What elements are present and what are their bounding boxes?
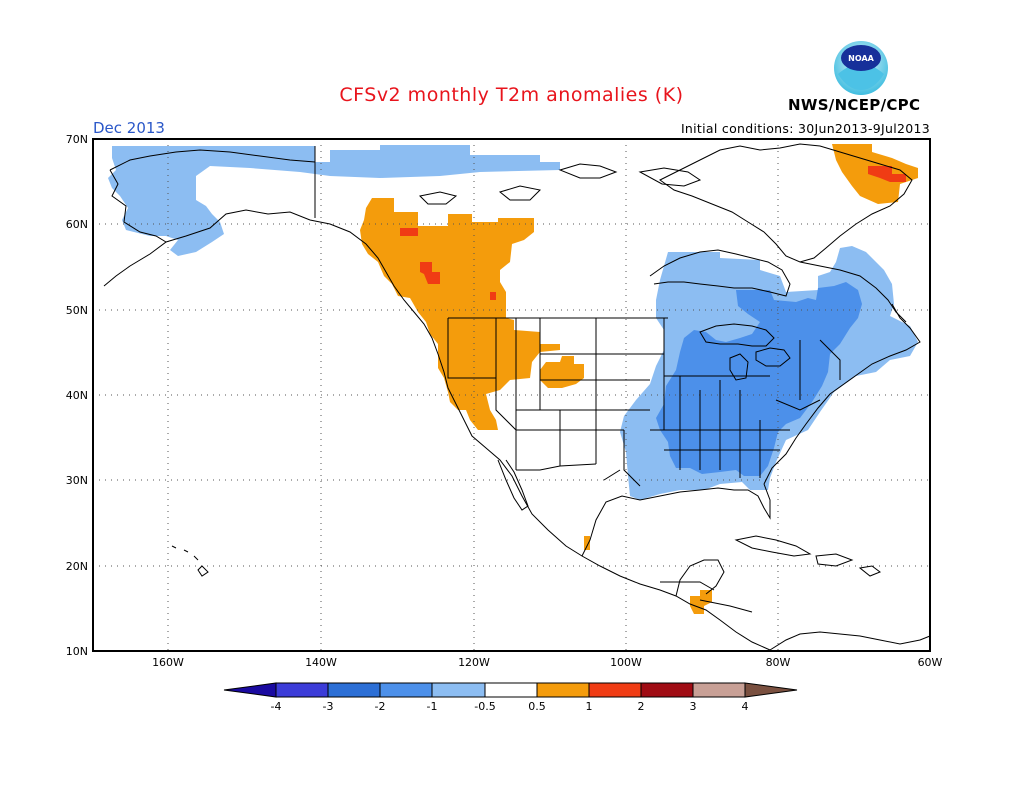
lon-label-60w: 60W [918, 656, 943, 669]
lat-label-60n: 60N [66, 218, 88, 231]
colorbar-label: -0.5 [474, 700, 495, 713]
anomaly-region-mexico-warm [584, 536, 590, 550]
colorbar-swatch-2-3 [640, 682, 694, 698]
colorbar-label: -3 [323, 700, 334, 713]
graticule [93, 139, 930, 651]
anomaly-region-colorado-warm [540, 356, 584, 388]
anomaly-region-west-warm [360, 198, 560, 430]
colorbar-swatch-neutral [484, 682, 538, 698]
colorbar-swatch-m3-m2 [327, 682, 381, 698]
colorbar-label: 4 [742, 700, 749, 713]
chart-title: CFSv2 monthly T2m anomalies (K) [339, 84, 684, 106]
anomaly-region-greenland-hot [868, 166, 906, 182]
initial-conditions-label: Initial conditions: 30Jun2013-9Jul2013 [680, 121, 930, 136]
anomaly-region-bc-hot-2 [420, 262, 440, 284]
lat-label-40n: 40N [66, 389, 88, 402]
colorbar-label: -2 [375, 700, 386, 713]
anomaly-fields [108, 144, 918, 614]
lat-label-30n: 30N [66, 474, 88, 487]
colorbar-label: 2 [638, 700, 645, 713]
lon-label-160w: 160W [152, 656, 184, 669]
colorbar-swatch-3-4 [692, 682, 746, 698]
agency-label: NWS/NCEP/CPC [788, 96, 921, 114]
coastlines [103, 143, 931, 651]
lon-label-120w: 120W [458, 656, 490, 669]
lat-label-10n: 10N [66, 645, 88, 658]
lon-label-100w: 100W [610, 656, 642, 669]
anomaly-region-east-cooler [656, 282, 862, 476]
forecast-month-label: Dec 2013 [93, 119, 165, 137]
colorbar-labels: -4 -3 -2 -1 -0.5 0.5 1 2 3 4 [271, 700, 749, 713]
colorbar-swatch-gt-4 [744, 682, 798, 698]
colorbar-swatch-lt-m4 [223, 682, 277, 698]
colorbar-label: -4 [271, 700, 282, 713]
logo-lettering: NOAA [848, 54, 874, 63]
anomaly-region-alaska-cool [108, 145, 560, 256]
anomaly-region-bc-hot-3 [490, 292, 496, 300]
noaa-logo: NOAA [828, 40, 894, 100]
colorbar-swatch-m1-m05 [431, 682, 486, 698]
political-boundaries [314, 146, 841, 613]
lat-label-20n: 20N [66, 560, 88, 573]
longitude-labels: 160W 140W 120W 100W 80W 60W [152, 656, 942, 669]
map-border [92, 138, 931, 652]
lon-label-80w: 80W [766, 656, 791, 669]
colorbar-swatch-05-1 [536, 682, 590, 698]
lat-label-50n: 50N [66, 304, 88, 317]
colorbar-swatch-m4-m3 [275, 682, 329, 698]
colorbar [223, 682, 798, 698]
latitude-labels: 70N 60N 50N 40N 30N 20N 10N [66, 133, 88, 658]
anomaly-region-central-america-warm [690, 590, 712, 614]
colorbar-swatch-1-2 [588, 682, 642, 698]
colorbar-label: 0.5 [528, 700, 546, 713]
colorbar-swatch-m2-m1 [379, 682, 433, 698]
colorbar-label: 1 [586, 700, 593, 713]
lat-label-70n: 70N [66, 133, 88, 146]
colorbar-label: -1 [427, 700, 438, 713]
anomaly-region-bc-hot-1 [400, 228, 418, 236]
lon-label-140w: 140W [305, 656, 337, 669]
colorbar-label: 3 [690, 700, 697, 713]
